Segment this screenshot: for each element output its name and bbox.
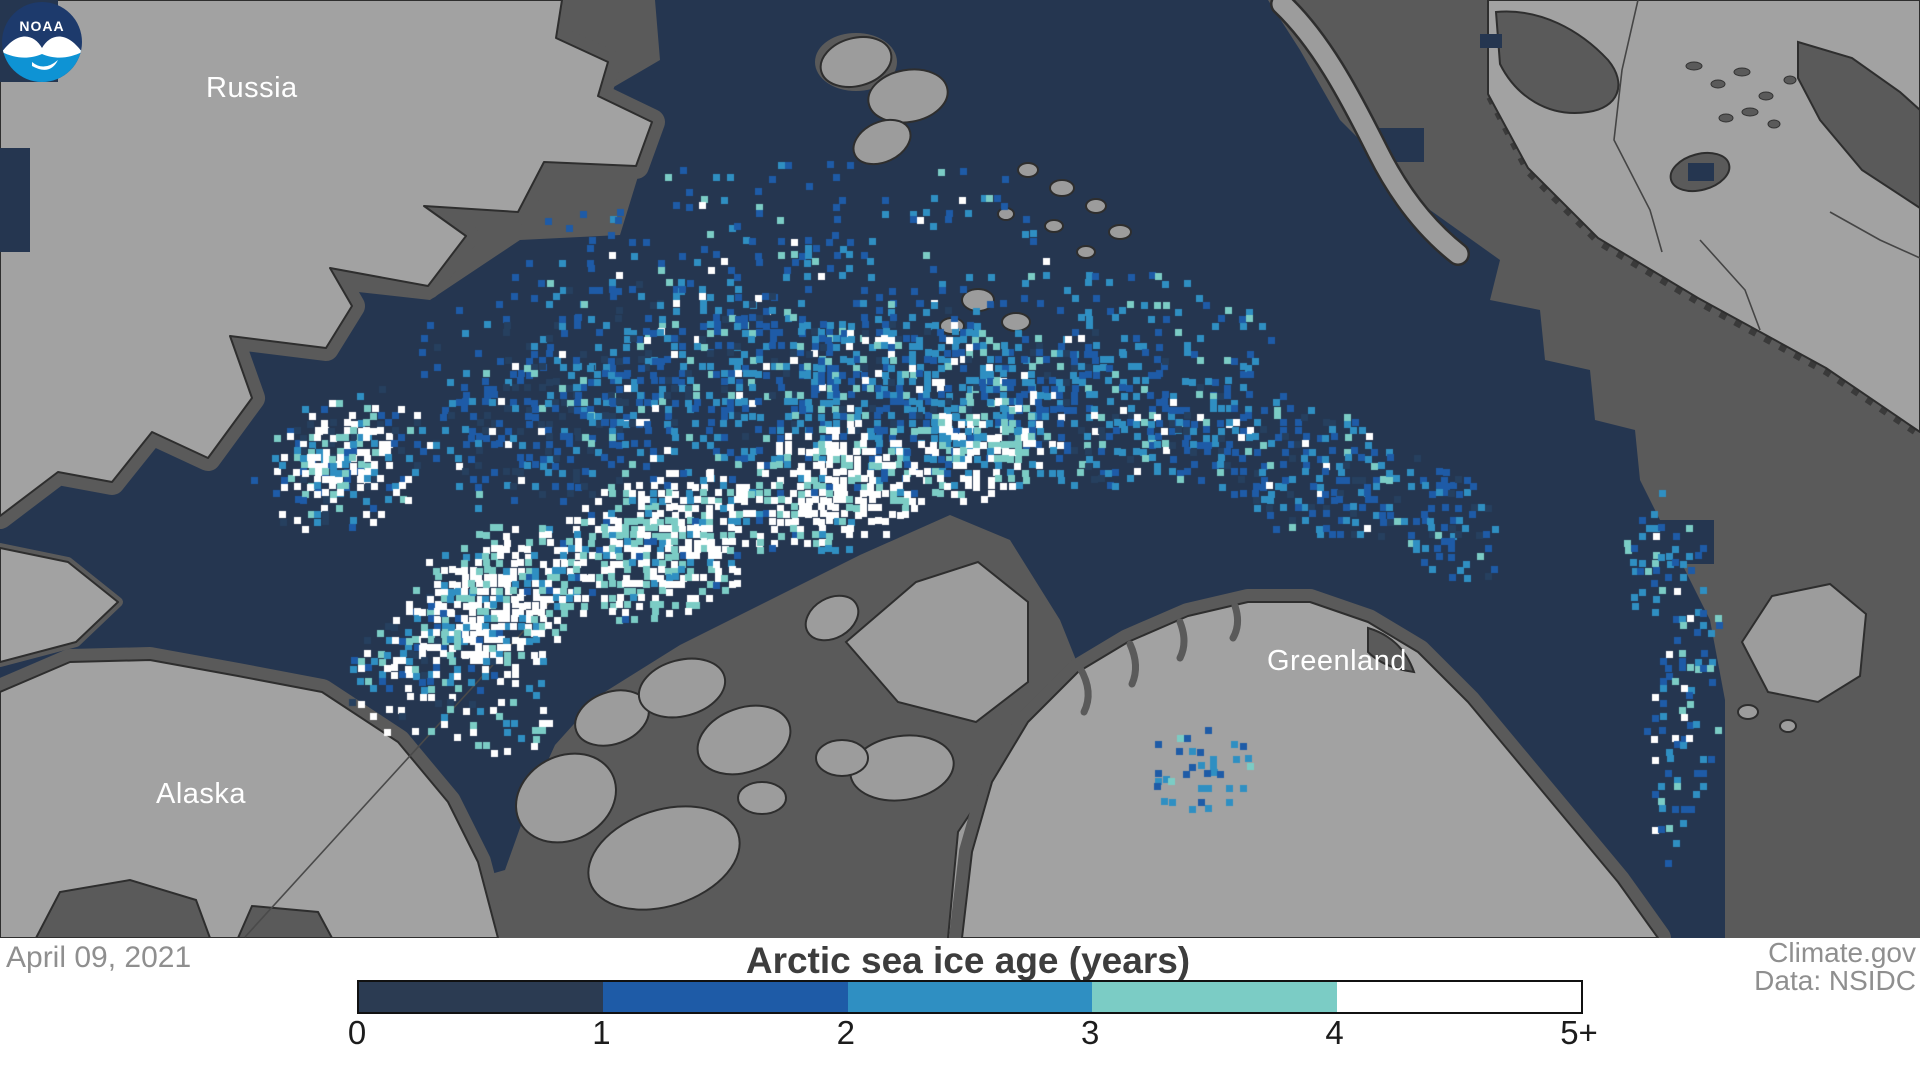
legend-tick-0: 0 xyxy=(347,1014,367,1051)
map-label-russia: Russia xyxy=(206,72,298,104)
legend-tick-4: 4 xyxy=(1325,1014,1344,1051)
legend-color-bar xyxy=(357,980,1583,1014)
noaa-gull-tail-icon xyxy=(32,60,58,70)
legend-tick-5+: 5+ xyxy=(1560,1014,1598,1051)
legend-segment-1 xyxy=(603,982,848,1012)
date-label: April 09, 2021 xyxy=(6,941,192,974)
map-label-greenland: Greenland xyxy=(1267,645,1407,677)
legend-title: Arctic sea ice age (years) xyxy=(745,940,1191,981)
legend-segment-0 xyxy=(359,982,604,1012)
credit-data-source: Data: NSIDC xyxy=(1754,965,1916,996)
legend-segment-3 xyxy=(1092,982,1337,1012)
map-label-alaska: Alaska xyxy=(156,778,247,810)
credit-climate-gov: Climate.gov xyxy=(1768,937,1916,968)
caption-band: April 09, 2021 Arctic sea ice age (years… xyxy=(0,938,1920,1080)
arctic-map: Russia Alaska Greenland NOAA xyxy=(0,0,1920,938)
legend-tick-1: 1 xyxy=(592,1014,611,1051)
legend-tick-3: 3 xyxy=(1081,1014,1100,1051)
noaa-logo-text: NOAA xyxy=(19,18,64,34)
legend-segment-4 xyxy=(1336,982,1582,1012)
legend-segment-2 xyxy=(847,982,1093,1012)
noaa-logo: NOAA xyxy=(2,2,82,82)
sea-ice-age-layer xyxy=(0,0,1920,938)
credits: Climate.gov Data: NSIDC xyxy=(1754,939,1916,995)
legend-tick-2: 2 xyxy=(836,1014,855,1051)
noaa-gull-icon xyxy=(2,36,82,58)
